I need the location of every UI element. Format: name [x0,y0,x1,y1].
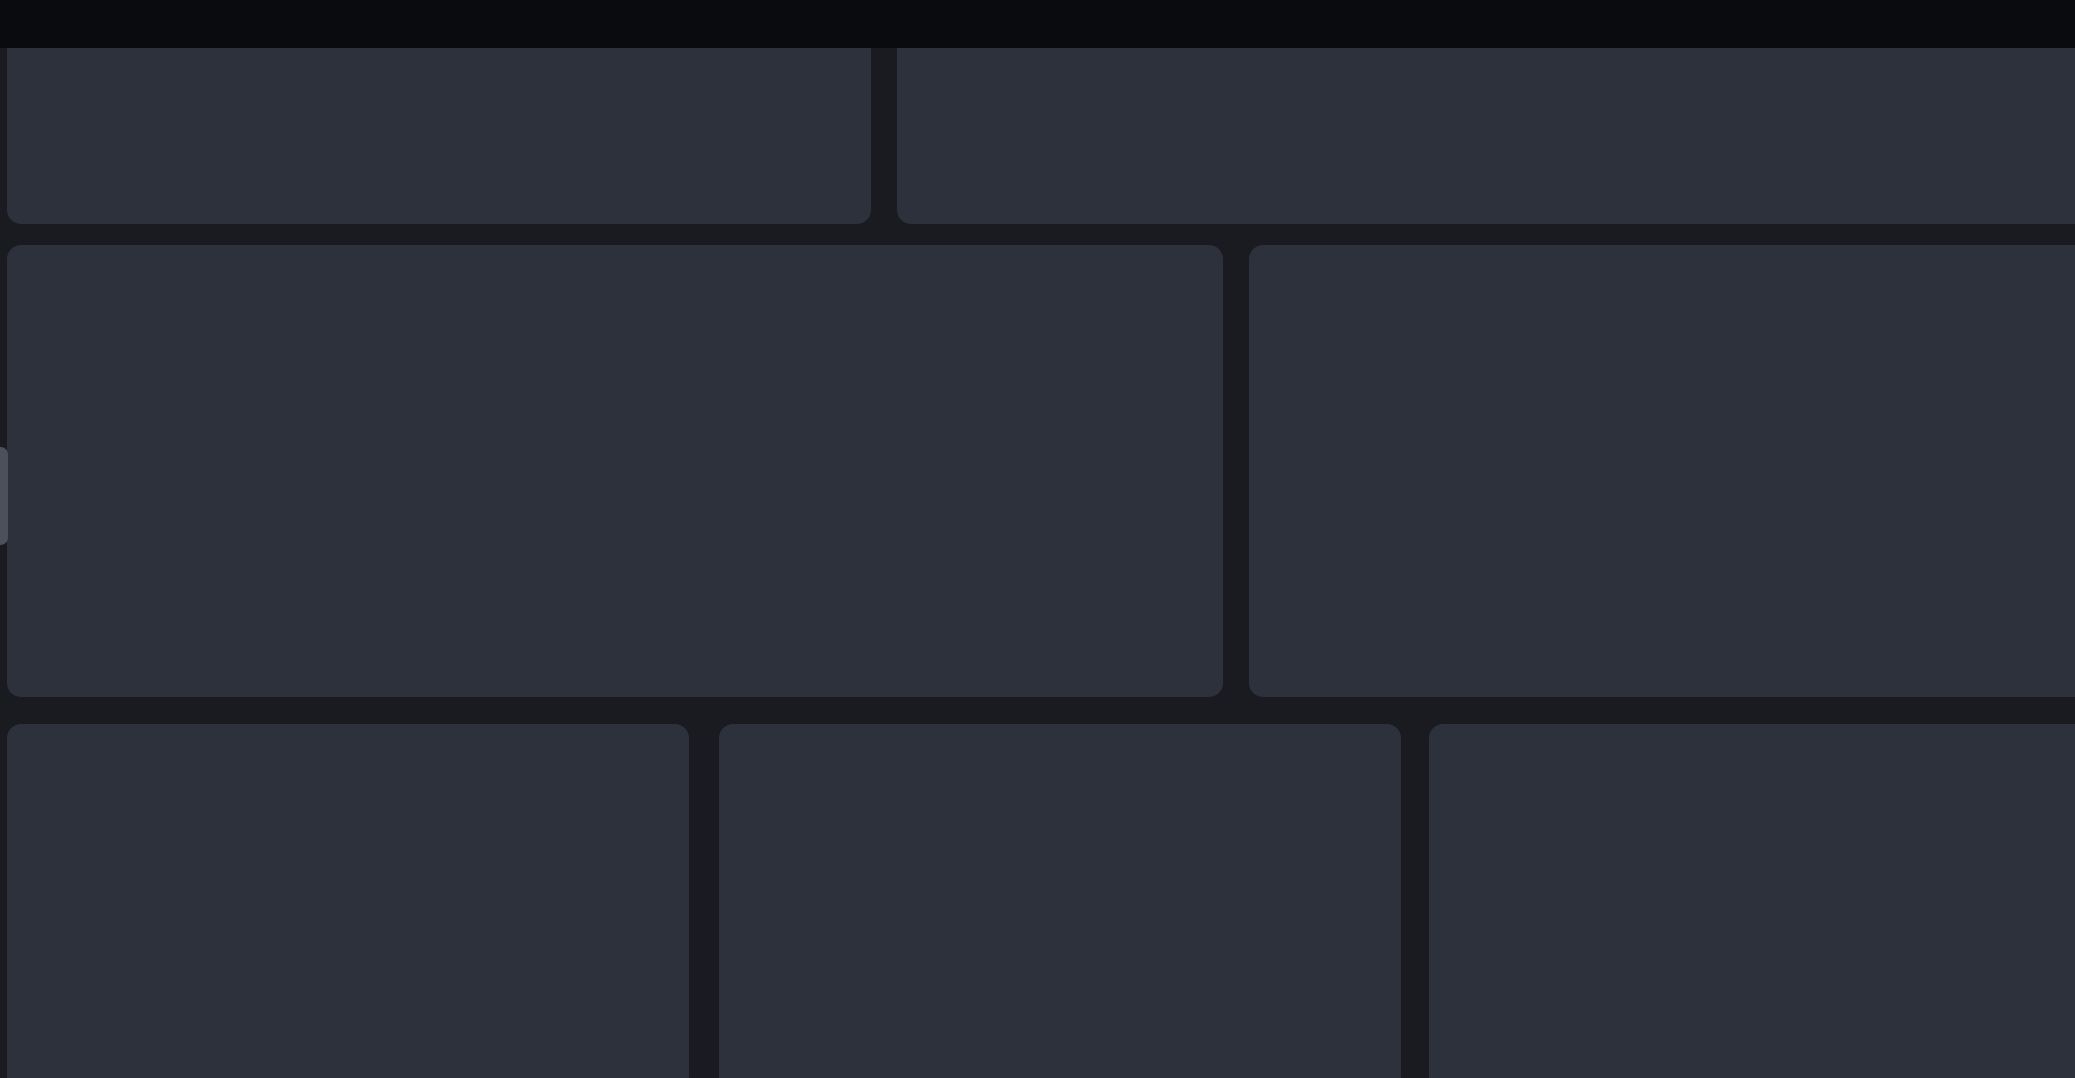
panel-decade-trend [7,245,1223,697]
participation-funnel-chart [7,724,689,1078]
panel-participation-funnel [7,724,689,1078]
hot-level-donut-chart [719,724,1401,1078]
left-edge-scroll-handle[interactable] [0,447,8,545]
header-bar [0,0,2075,48]
hidden-gems-chart [1429,724,2075,1078]
page-title [0,0,2075,48]
decade-trend-chart [7,245,1223,697]
panel-hot-level [719,724,1401,1078]
panel-classic-films [1249,245,2075,697]
panel-hidden-gems [1429,724,2075,1078]
classic-films-chart [1249,245,2075,697]
